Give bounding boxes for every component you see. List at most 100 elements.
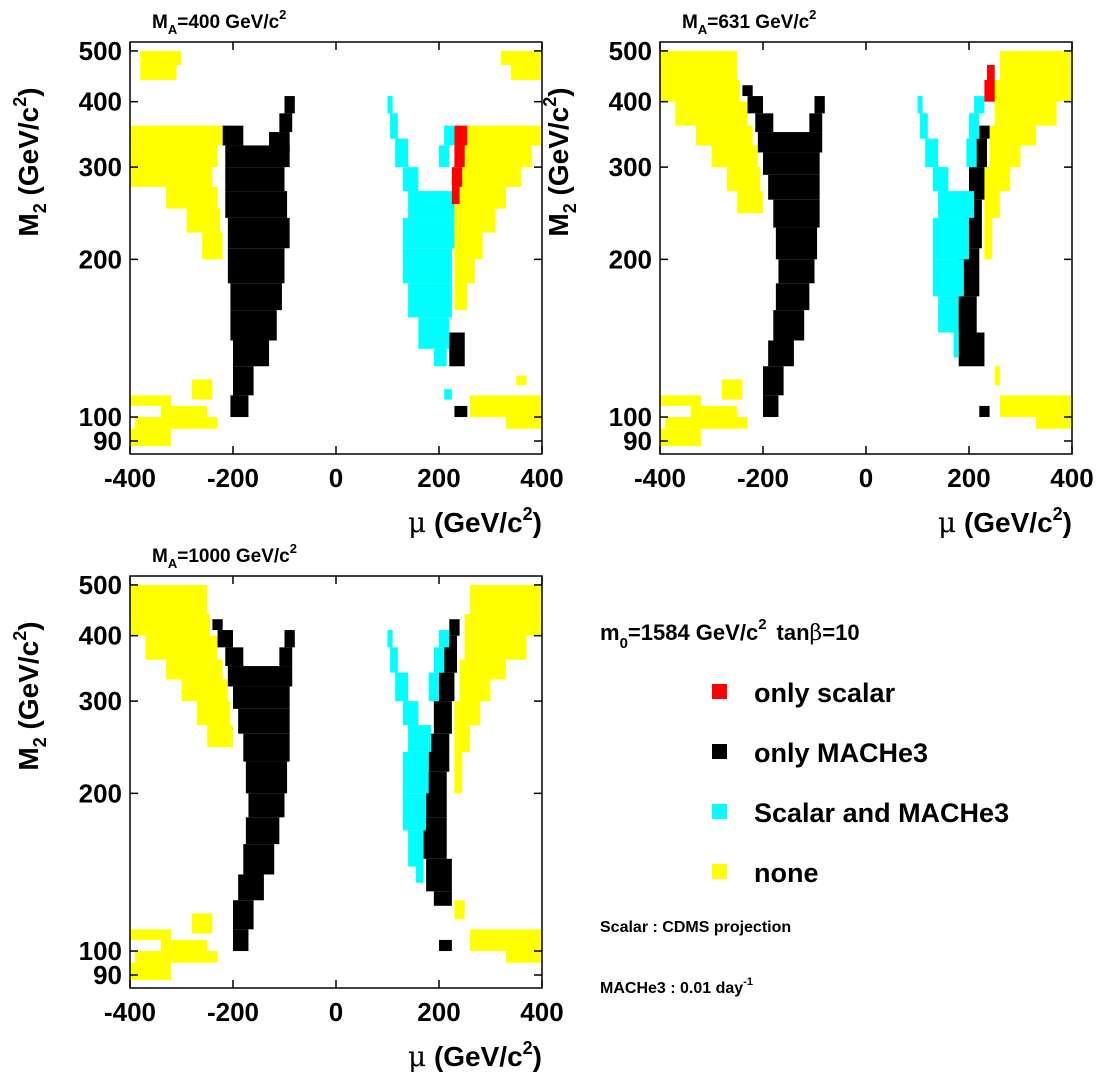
- region-cell: [994, 80, 1072, 102]
- region-cell: [726, 167, 761, 192]
- region-cell: [938, 296, 959, 333]
- region-none: [130, 584, 542, 981]
- region-cell: [233, 900, 254, 930]
- region-cell: [279, 113, 293, 133]
- region-cell: [402, 793, 427, 831]
- region-cell: [284, 630, 295, 648]
- chart-title: MA=1000 GeV/c2: [152, 541, 297, 571]
- legend-label-only-mache3: only MACHe3: [754, 738, 928, 768]
- region-cell: [225, 145, 290, 168]
- region-cell: [402, 751, 429, 794]
- region-cell: [454, 751, 463, 794]
- region-cell: [454, 283, 468, 311]
- y-tick-label: 200: [79, 244, 122, 274]
- legend-swatch-only-scalar: [712, 684, 727, 699]
- region-cell: [402, 217, 455, 249]
- region-cell: [469, 395, 542, 418]
- region-cell: [660, 428, 702, 447]
- region-cell: [958, 332, 985, 367]
- region-cell: [917, 96, 923, 114]
- region-cell: [763, 395, 779, 418]
- region-cell: [454, 701, 481, 726]
- x-tick-label: -400: [634, 463, 686, 493]
- region-cell: [966, 138, 977, 168]
- x-tick-label: -400: [104, 463, 156, 493]
- region-cell: [418, 317, 450, 349]
- region-only-mache3: [742, 85, 990, 418]
- x-axis-label: μ (GeV/c2): [408, 1038, 542, 1073]
- x-tick-label: -200: [207, 463, 259, 493]
- region-cell: [433, 348, 447, 367]
- region-cell: [747, 96, 763, 114]
- region-cell: [433, 647, 445, 673]
- x-tick-label: -400: [104, 997, 156, 1027]
- x-tick-label: 200: [947, 463, 990, 493]
- region-cell: [696, 125, 753, 146]
- region-cell: [660, 50, 738, 81]
- region-cell: [999, 395, 1072, 418]
- region-cell: [932, 217, 969, 260]
- region-cell: [225, 167, 285, 192]
- region-cell: [191, 379, 213, 400]
- region-cell: [994, 101, 1057, 126]
- legend-label-none: none: [754, 858, 819, 888]
- region-cell: [135, 951, 218, 963]
- region-cell: [402, 248, 452, 284]
- region-cell: [439, 630, 450, 648]
- region-cell: [721, 379, 743, 400]
- region-cell: [932, 259, 964, 297]
- region-cell: [238, 708, 290, 734]
- region-cell: [130, 145, 218, 168]
- region-cell: [920, 113, 928, 139]
- region-cell: [444, 389, 452, 400]
- region-cell: [227, 248, 285, 284]
- legend-swatch-scalar-and-mache3: [712, 804, 727, 819]
- y-tick-label: 300: [79, 686, 122, 716]
- region-cell: [390, 113, 398, 139]
- region-cell: [181, 679, 228, 702]
- x-tick-label: 400: [520, 997, 563, 1027]
- region-cell: [994, 366, 1000, 386]
- region-cell: [690, 405, 738, 418]
- region-cell: [217, 630, 233, 648]
- region-cell: [742, 85, 753, 97]
- legend-swatch-only-mache3: [712, 744, 727, 759]
- region-cell: [454, 900, 465, 920]
- region-cell: [140, 64, 177, 81]
- region-cell: [238, 874, 264, 901]
- region-cell: [989, 125, 1036, 146]
- y-tick-label: 400: [609, 87, 652, 117]
- region-cell: [454, 125, 542, 146]
- region-cell: [387, 630, 393, 648]
- region-cell: [222, 125, 244, 146]
- region-cell: [505, 417, 542, 429]
- region-cell: [395, 138, 409, 168]
- region-cell: [775, 283, 810, 311]
- legend-note-scalar: Scalar : CDMS projection: [600, 919, 791, 936]
- y-axis-label: M2 (GeV/c2): [10, 621, 50, 770]
- region-cell: [415, 866, 424, 883]
- region-cell: [974, 138, 988, 168]
- region-cell: [454, 405, 468, 418]
- region-cell: [974, 96, 985, 114]
- region-cell: [454, 232, 483, 260]
- region-cell: [426, 771, 447, 818]
- region-cell: [768, 340, 794, 367]
- region-cell: [426, 858, 452, 892]
- region-scalar-and-mache3: [387, 630, 450, 883]
- region-cell: [230, 395, 249, 418]
- region-cell: [938, 191, 975, 218]
- legend-label-scalar-and-mache3: Scalar and MACHe3: [754, 798, 1009, 828]
- region-cell: [227, 217, 290, 249]
- y-tick-label: 300: [79, 152, 122, 182]
- region-cell: [196, 701, 231, 726]
- region-cell: [773, 310, 805, 341]
- region-none: [130, 50, 542, 447]
- region-cell: [469, 584, 542, 615]
- y-tick-label: 90: [93, 960, 122, 990]
- region-cell: [989, 145, 1021, 168]
- region-cell: [212, 619, 223, 631]
- y-axis-label: M2 (GeV/c2): [540, 87, 580, 236]
